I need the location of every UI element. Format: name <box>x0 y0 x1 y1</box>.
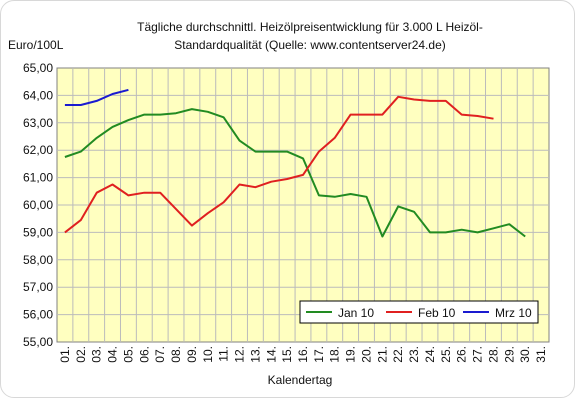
y-axis-unit-label: Euro/100L <box>8 38 64 52</box>
y-tick-label: 56,00 <box>23 308 53 322</box>
x-tick-label: 22. <box>391 346 405 363</box>
x-tick-label: 04. <box>106 346 120 363</box>
legend-box <box>299 300 539 324</box>
y-tick-label: 61,00 <box>23 171 53 185</box>
y-tick-label: 64,00 <box>23 88 53 102</box>
x-tick-label: 21. <box>375 346 389 363</box>
x-tick-label: 09. <box>185 346 199 363</box>
y-tick-labels: 55,00 56,00 57,00 58,00 59,00 60,00 61,00 62,00… <box>23 61 53 349</box>
x-tick-label: 19. <box>344 346 358 363</box>
x-axis-label: Kalendertag <box>267 373 333 387</box>
y-tick-label: 65,00 <box>23 61 53 75</box>
y-tick-label: 62,00 <box>23 143 53 157</box>
series-line-feb-10 <box>64 95 494 234</box>
x-tick-label: 28. <box>486 346 500 363</box>
x-tick-label: 24. <box>423 346 437 363</box>
x-tick-label: 07. <box>153 346 167 363</box>
x-tick-labels: 01. 02. 03. 04. 05. 06. 07. 08. 09. 10. 11. 12. 13. 1… <box>58 346 548 363</box>
legend: Jan 10 Feb 10 Mrz 10 <box>299 300 539 324</box>
x-tick-label: 30. <box>518 346 532 363</box>
x-tick-label: 05. <box>121 346 135 363</box>
x-tick-label: 18. <box>328 346 342 363</box>
x-tick-label: 06. <box>137 346 151 363</box>
chart-title-line2: Standardqualität (Quelle: www.contentser… <box>174 38 446 52</box>
x-tick-label: 23. <box>407 346 421 363</box>
x-tick-label: 13. <box>248 346 262 363</box>
legend-label-jan-10: Jan 10 <box>338 306 374 320</box>
y-tick-label: 57,00 <box>23 280 53 294</box>
x-tick-label: 29. <box>502 346 516 363</box>
x-tick-label: 27. <box>471 346 485 363</box>
x-tick-label: 20. <box>359 346 373 363</box>
x-tick-label: 16. <box>296 346 310 363</box>
x-tick-label: 02. <box>74 346 88 363</box>
y-tick-label: 55,00 <box>23 335 53 349</box>
x-tick-label: 10. <box>201 346 215 363</box>
y-tick-label: 58,00 <box>23 253 53 267</box>
x-tick-label: 25. <box>439 346 453 363</box>
x-tick-label: 26. <box>455 346 469 363</box>
x-tick-label: 14. <box>264 346 278 363</box>
x-tick-label: 11. <box>217 346 231 362</box>
legend-label-mrz-10: Mrz 10 <box>495 306 532 320</box>
y-tick-label: 59,00 <box>23 225 53 239</box>
x-tick-label: 08. <box>169 346 183 363</box>
series-line-mrz-10 <box>64 88 129 106</box>
x-tick-label: 15. <box>280 346 294 363</box>
chart-title-line1: Tägliche durchschnittl. Heizölpreisentwi… <box>137 20 483 34</box>
series-lines <box>64 88 526 238</box>
x-tick-label: 31. <box>534 346 548 363</box>
legend-label-feb-10: Feb 10 <box>418 306 456 320</box>
x-tick-label: 17. <box>312 346 326 363</box>
y-tick-label: 63,00 <box>23 116 53 130</box>
y-tick-label: 60,00 <box>23 198 53 212</box>
x-tick-label: 03. <box>90 346 104 363</box>
x-tick-label: 12. <box>233 346 247 363</box>
x-tick-label: 01. <box>58 346 72 363</box>
series-line-jan-10 <box>64 108 526 238</box>
